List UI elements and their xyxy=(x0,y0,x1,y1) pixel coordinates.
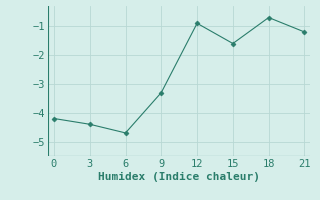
X-axis label: Humidex (Indice chaleur): Humidex (Indice chaleur) xyxy=(98,172,260,182)
